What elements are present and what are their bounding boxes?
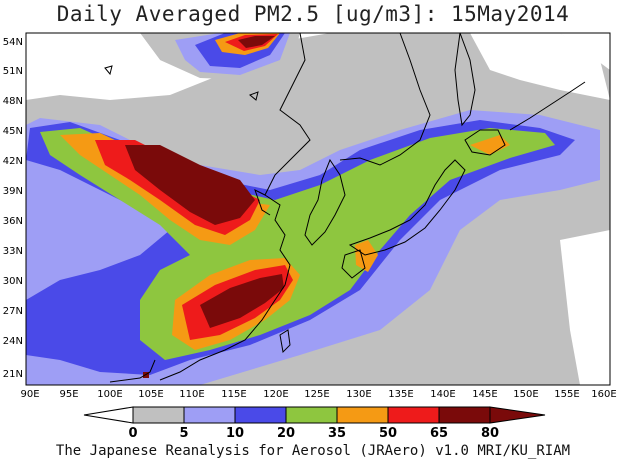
coastlines xyxy=(104,33,586,383)
lat-label: 30N xyxy=(3,276,23,287)
colorbar-tick: 0 xyxy=(128,426,137,441)
lat-label: 36N xyxy=(3,216,23,227)
lon-label: 145E xyxy=(472,389,497,400)
lon-label: 100E xyxy=(97,389,122,400)
contour-level-50-east xyxy=(470,135,510,155)
colorbar-segment-2 xyxy=(183,406,236,424)
lon-label: 135E xyxy=(388,389,413,400)
longitude-labels: 90E 95E 100E 105E 110E 115E 120E 125E 13… xyxy=(20,389,616,400)
lon-label: 110E xyxy=(179,389,204,400)
colorbar-end-arrow xyxy=(489,406,546,424)
colorbar-ticks: 0 5 10 20 35 50 65 80 xyxy=(128,426,499,441)
colorbar-segment-1 xyxy=(132,406,185,424)
lon-label: 155E xyxy=(554,389,579,400)
colorbar-segment-6 xyxy=(387,406,440,424)
lon-label: 150E xyxy=(513,389,538,400)
contour-level-80 xyxy=(125,145,255,225)
lat-label: 24N xyxy=(3,336,23,347)
coastline-honshu xyxy=(348,159,466,256)
map-title: Daily Averaged PM2.5 [ug/m3]: 15May2014 xyxy=(56,2,570,26)
lat-label: 42N xyxy=(3,156,23,167)
coastline-lake-2 xyxy=(249,91,259,101)
clear-area-northeast xyxy=(470,33,610,100)
contour-level-80-spot xyxy=(143,372,149,378)
lon-label: 125E xyxy=(304,389,329,400)
colorbar-tick: 50 xyxy=(379,426,397,441)
colorbar-segment-0 xyxy=(83,406,134,424)
lon-label: 115E xyxy=(221,389,246,400)
lat-label: 21N xyxy=(3,369,23,380)
colorbar xyxy=(83,406,546,424)
lat-label: 45N xyxy=(3,126,23,137)
lat-label: 48N xyxy=(3,96,23,107)
coastline-china xyxy=(159,33,311,381)
footer-credit: The Japanese Reanalysis for Aerosol (JRA… xyxy=(55,443,571,459)
lat-label: 33N xyxy=(3,246,23,257)
contour-level-50-japan xyxy=(355,240,378,272)
lon-label: 160E xyxy=(591,389,616,400)
colorbar-segment-7 xyxy=(438,406,491,424)
coastline-russia xyxy=(339,33,431,166)
coastline-taiwan xyxy=(279,329,291,354)
lon-label: 90E xyxy=(20,389,39,400)
lon-label: 140E xyxy=(430,389,455,400)
coastline-kyushu xyxy=(341,249,366,279)
colorbar-tick: 5 xyxy=(179,426,188,441)
lon-label: 105E xyxy=(138,389,163,400)
lat-label: 27N xyxy=(3,306,23,317)
lon-label: 120E xyxy=(263,389,288,400)
colorbar-tick: 80 xyxy=(481,426,499,441)
colorbar-segment-4 xyxy=(285,406,338,424)
contour-level-80-south xyxy=(200,274,284,328)
latitude-labels: 54N 51N 48N 45N 42N 39N 36N 33N 30N 27N … xyxy=(3,37,23,380)
clear-area-east xyxy=(560,230,610,385)
clear-area-northwest xyxy=(26,33,160,90)
coastline-indochina xyxy=(109,359,156,383)
colorbar-tick: 10 xyxy=(226,426,244,441)
colorbar-tick: 20 xyxy=(277,426,295,441)
colorbar-tick: 65 xyxy=(430,426,448,441)
coastline-lake-1 xyxy=(104,65,113,76)
map-frame xyxy=(25,32,611,386)
colorbar-tick: 35 xyxy=(328,426,346,441)
coastline-hokkaido xyxy=(464,129,506,156)
colorbar-segment-3 xyxy=(234,406,287,424)
lon-label: 95E xyxy=(59,389,78,400)
lat-label: 39N xyxy=(3,186,23,197)
coastline-kurils xyxy=(509,81,586,131)
lat-label: 54N xyxy=(3,37,23,48)
lat-label: 51N xyxy=(3,66,23,77)
contour-level-80-north xyxy=(238,36,275,48)
lon-label: 130E xyxy=(346,389,371,400)
coastline-bohai xyxy=(254,189,271,216)
coastline-korea xyxy=(304,158,346,246)
colorbar-segment-5 xyxy=(336,406,389,424)
coastline-sakhalin xyxy=(454,33,476,127)
